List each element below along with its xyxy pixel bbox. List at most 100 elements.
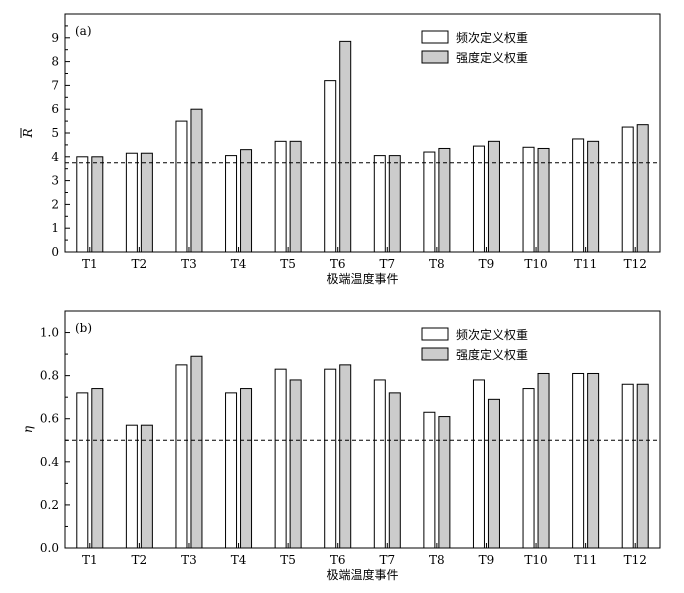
x-tick-label: T7 xyxy=(379,553,395,567)
y-tick-label: 7 xyxy=(51,78,59,92)
y-tick-label: 6 xyxy=(51,102,59,116)
y-axis-label: R xyxy=(21,128,35,138)
bar-t5-series-2 xyxy=(289,140,302,253)
plot-frame xyxy=(64,310,661,549)
x-tick-label: T5 xyxy=(280,257,296,271)
x-tick-label: T10 xyxy=(524,553,547,567)
y-tick-label: 3 xyxy=(51,174,59,188)
bar-t9-series-1 xyxy=(472,145,485,253)
x-tick-label: T2 xyxy=(132,553,148,567)
x-tick-label: T1 xyxy=(82,553,98,567)
y-tick-label: 0 xyxy=(51,245,59,259)
bar-t6-series-1 xyxy=(324,80,337,253)
legend-label-1: 频次定义权重 xyxy=(456,30,528,45)
bar-t7-series-1 xyxy=(373,155,386,253)
y-tick-label: 0.0 xyxy=(40,541,59,555)
bar-t10-series-1 xyxy=(522,146,535,253)
bar-t7-series-1 xyxy=(373,379,386,549)
bar-t8-series-2 xyxy=(438,147,451,253)
bar-t11-series-2 xyxy=(587,140,600,253)
x-tick-label: T10 xyxy=(524,257,547,271)
bar-t2-series-1 xyxy=(125,424,138,549)
bar-t2-series-2 xyxy=(140,424,153,549)
panel-label: (b) xyxy=(75,321,92,335)
x-tick-label: T7 xyxy=(379,257,395,271)
bar-t4-series-2 xyxy=(240,388,253,549)
x-tick-label: T6 xyxy=(330,553,346,567)
y-tick-label: 4 xyxy=(51,150,59,164)
bar-t8-series-2 xyxy=(438,416,451,549)
bar-t11-series-2 xyxy=(587,372,600,549)
legend-label-1: 频次定义权重 xyxy=(456,327,528,342)
legend-label-2: 强度定义权重 xyxy=(456,50,528,65)
bar-t6-series-2 xyxy=(339,364,352,549)
bar-t8-series-1 xyxy=(423,151,436,253)
bar-t2-series-2 xyxy=(140,152,153,253)
bar-t1-series-1 xyxy=(76,156,89,253)
bar-t6-series-1 xyxy=(324,368,337,549)
bar-t4-series-2 xyxy=(240,149,253,253)
x-tick-label: T3 xyxy=(181,553,197,567)
y-tick-label: 0.6 xyxy=(40,412,59,426)
x-tick-label: T9 xyxy=(479,553,495,567)
bar-t12-series-2 xyxy=(636,124,649,253)
bar-t5-series-1 xyxy=(274,368,287,549)
bar-t7-series-2 xyxy=(388,392,401,549)
y-tick-label: 8 xyxy=(51,55,59,69)
bar-t2-series-1 xyxy=(125,152,138,253)
y-axis-label: η xyxy=(21,425,35,433)
x-axis-label: 极端温度事件 xyxy=(326,271,398,286)
bar-t12-series-1 xyxy=(621,126,634,253)
y-tick-label: 0.8 xyxy=(40,369,59,383)
bar-t6-series-2 xyxy=(339,40,352,253)
x-axis-label: 极端温度事件 xyxy=(326,567,398,582)
y-tick-label: 0.2 xyxy=(40,498,59,512)
bar-t3-series-1 xyxy=(175,120,188,253)
legend-swatch-1 xyxy=(421,30,449,44)
x-tick-label: T4 xyxy=(231,257,247,271)
bar-t5-series-1 xyxy=(274,140,287,253)
bar-t5-series-2 xyxy=(289,379,302,549)
bar-t7-series-2 xyxy=(388,155,401,253)
legend-label-2: 强度定义权重 xyxy=(456,347,528,362)
bar-t9-series-1 xyxy=(472,379,485,549)
legend-swatch-1 xyxy=(421,327,449,341)
bar-t4-series-1 xyxy=(225,155,238,253)
y-tick-label: 5 xyxy=(51,126,59,140)
bar-t4-series-1 xyxy=(225,392,238,549)
bar-t1-series-2 xyxy=(91,156,104,253)
y-tick-label: 2 xyxy=(51,197,59,211)
x-tick-label: T2 xyxy=(132,257,148,271)
x-tick-label: T6 xyxy=(330,257,346,271)
y-tick-label: 1 xyxy=(51,221,59,235)
x-tick-label: T12 xyxy=(624,257,647,271)
bar-t11-series-1 xyxy=(572,372,585,549)
bar-t10-series-2 xyxy=(537,372,550,549)
x-tick-label: T8 xyxy=(429,553,445,567)
x-tick-label: T12 xyxy=(624,553,647,567)
x-tick-label: T8 xyxy=(429,257,445,271)
y-tick-label: 9 xyxy=(51,31,59,45)
legend-swatch-2 xyxy=(421,347,449,361)
bar-t10-series-1 xyxy=(522,388,535,549)
x-tick-label: T11 xyxy=(574,553,597,567)
bar-t11-series-1 xyxy=(572,138,585,253)
bar-t9-series-2 xyxy=(487,398,500,549)
bar-t9-series-2 xyxy=(487,140,500,253)
plot-frame xyxy=(64,13,661,253)
x-tick-label: T3 xyxy=(181,257,197,271)
x-tick-label: T5 xyxy=(280,553,296,567)
bar-t3-series-2 xyxy=(190,355,203,549)
bar-t10-series-2 xyxy=(537,147,550,253)
bar-t12-series-1 xyxy=(621,383,634,549)
y-tick-label: 1.0 xyxy=(40,326,59,340)
bar-t1-series-2 xyxy=(91,388,104,549)
x-tick-label: T4 xyxy=(231,553,247,567)
x-tick-label: T1 xyxy=(82,257,98,271)
y-tick-label: 0.4 xyxy=(40,455,59,469)
bar-t3-series-2 xyxy=(190,108,203,253)
bar-t8-series-1 xyxy=(423,411,436,549)
legend-swatch-2 xyxy=(421,50,449,64)
bar-t1-series-1 xyxy=(76,392,89,549)
bar-t3-series-1 xyxy=(175,364,188,549)
